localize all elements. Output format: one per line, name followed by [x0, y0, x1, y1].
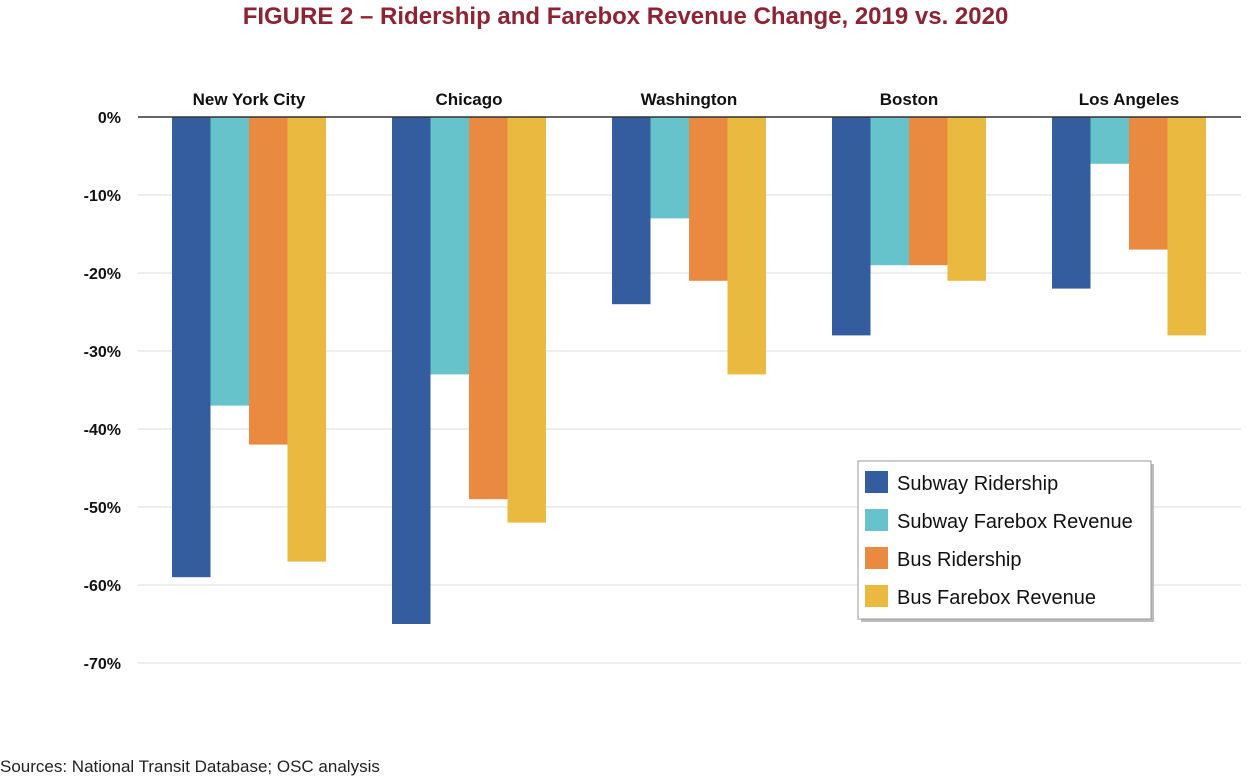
- bar: [249, 117, 288, 445]
- y-tick-label: -30%: [84, 344, 121, 361]
- bar: [507, 117, 546, 523]
- bar: [650, 117, 689, 219]
- legend-label: Subway Farebox Revenue: [897, 511, 1133, 533]
- bar: [430, 117, 469, 375]
- bar: [870, 117, 909, 266]
- bar: [947, 117, 986, 281]
- bar: [909, 117, 948, 266]
- y-tick-label: -50%: [84, 500, 121, 517]
- legend-label: Subway Ridership: [897, 473, 1058, 495]
- y-tick-label: -10%: [84, 188, 121, 205]
- legend: Subway Ridership Subway Farebox Revenue Bu…: [857, 460, 1154, 622]
- bar: [727, 117, 766, 375]
- legend-swatch: [865, 585, 888, 607]
- bar: [1090, 117, 1129, 164]
- bar: [832, 117, 871, 336]
- bar: [1167, 117, 1206, 336]
- category-label: Washington: [641, 90, 738, 109]
- bar: [210, 117, 249, 406]
- bar-chart: 0% -10% -20% -30% -40% -50% -60% -70% New York …: [84, 90, 1241, 673]
- category-label: Los Angeles: [1079, 90, 1179, 109]
- y-tick-label: -70%: [84, 656, 121, 673]
- y-axis-tick-labels: 0% -10% -20% -30% -40% -50% -60% -70%: [84, 110, 121, 673]
- category-label: New York City: [193, 90, 306, 109]
- bar: [1052, 117, 1091, 289]
- y-tick-label: 0%: [98, 110, 121, 127]
- chart-title: FIGURE 2 – Ridership and Farebox Revenue…: [242, 3, 1009, 30]
- bar: [172, 117, 211, 578]
- bar: [1129, 117, 1168, 250]
- bar: [469, 117, 508, 500]
- legend-label: Bus Ridership: [897, 549, 1022, 571]
- y-tick-label: -40%: [84, 422, 121, 439]
- category-labels: New York City Chicago Washington Boston Los …: [193, 90, 1180, 109]
- bars: [172, 117, 1206, 624]
- y-tick-label: -60%: [84, 578, 121, 595]
- legend-label: Bus Farebox Revenue: [897, 587, 1096, 609]
- legend-swatch: [865, 471, 888, 493]
- bar: [287, 117, 326, 562]
- bar: [689, 117, 728, 281]
- legend-box: [857, 460, 1152, 620]
- bar: [612, 117, 651, 305]
- source-note: Sources: National Transit Database; OSC …: [0, 757, 380, 776]
- y-tick-label: -20%: [84, 266, 121, 283]
- bar: [392, 117, 431, 624]
- legend-swatch: [865, 509, 888, 531]
- legend-swatch: [865, 547, 888, 569]
- category-label: Boston: [880, 90, 939, 109]
- category-label: Chicago: [435, 90, 502, 109]
